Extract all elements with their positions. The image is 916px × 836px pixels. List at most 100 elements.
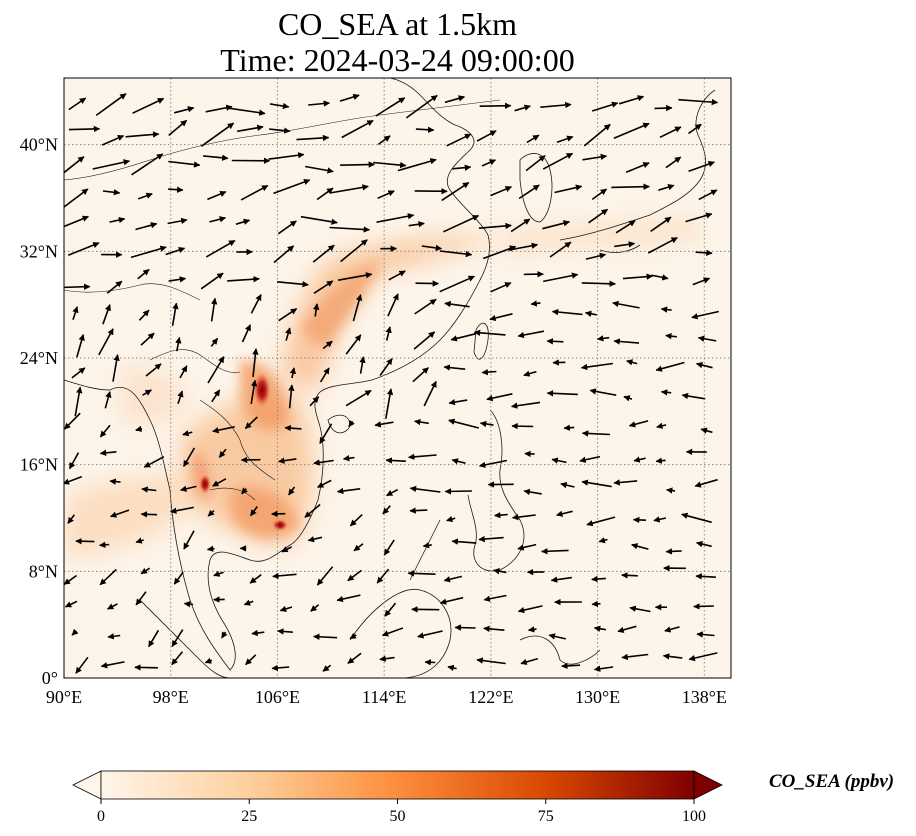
wind-arrow (618, 95, 645, 105)
wind-arrow (693, 603, 714, 610)
wind-arrow (596, 335, 610, 342)
colorbar: 0 25 50 75 100 CO_SEA (ppbv) (72, 770, 894, 825)
map-title-variable: CO_SEA at 1.5km (277, 6, 518, 42)
wind-arrow (109, 509, 130, 518)
wind-arrow (508, 242, 539, 251)
colorbar-tick-label: 75 (538, 808, 554, 825)
wind-arrow (312, 244, 335, 263)
wind-arrow (546, 338, 564, 345)
wind-arrow (281, 546, 292, 553)
wind-arrow (68, 125, 101, 133)
wind-arrow (479, 420, 494, 428)
wind-arrow (336, 594, 361, 603)
wind-arrow (483, 625, 505, 633)
wind-arrow (444, 95, 466, 104)
lat-tick-label: 32°N (20, 241, 58, 261)
wind-arrow (109, 478, 121, 485)
wind-arrow (376, 568, 390, 584)
wind-arrow (204, 657, 213, 664)
wind-arrow (244, 416, 258, 430)
wind-arrow (414, 298, 437, 315)
wind-arrow (493, 568, 507, 575)
wind-arrow (623, 395, 633, 402)
wind-arrow (145, 363, 162, 377)
wind-arrow (349, 514, 363, 527)
lon-tick-label: 114°E (362, 687, 407, 707)
wind-arrow (654, 104, 673, 112)
wind-arrow (579, 455, 601, 463)
wind-arrow (621, 653, 649, 661)
lon-tick-label: 130°E (575, 687, 620, 707)
wind-arrow (206, 545, 215, 552)
wind-arrow (443, 214, 480, 233)
wind-arrow (695, 249, 713, 257)
wind-arrow (183, 447, 196, 467)
wind-arrow (212, 426, 235, 434)
wind-arrow (666, 487, 676, 494)
wind-arrow (67, 242, 100, 256)
wind-arrow (180, 485, 197, 492)
wind-arrow (412, 367, 429, 383)
wind-arrow (443, 364, 466, 371)
wind-arrow (179, 365, 188, 379)
longitude-axis: 90°E 98°E 106°E 114°E 122°E 130°E 138°E (46, 687, 727, 707)
wind-arrow (656, 422, 667, 429)
wind-arrow (655, 361, 685, 372)
wind-arrow (168, 160, 201, 168)
wind-arrow (377, 190, 395, 200)
wind-arrow (584, 310, 597, 317)
wind-arrow (629, 605, 651, 613)
wind-arrow (140, 332, 155, 346)
wind-arrow (439, 596, 464, 605)
wind-arrow (510, 401, 541, 409)
wind-arrow (278, 308, 298, 322)
wind-arrow (348, 419, 355, 428)
wind-arrow (560, 482, 575, 489)
wind-arrow (517, 605, 543, 614)
wind-arrow (444, 488, 472, 495)
wind-arrow (386, 488, 399, 497)
wind-arrow (140, 511, 158, 518)
wind-arrow (481, 368, 497, 376)
wind-arrow (251, 629, 265, 637)
wind-arrow (651, 274, 669, 281)
colorbar-tick-label: 0 (97, 808, 105, 825)
wind-arrow (414, 418, 429, 426)
wind-arrow (240, 184, 269, 201)
wind-arrow (511, 422, 534, 430)
wind-arrow (409, 507, 428, 514)
wind-arrow (130, 245, 167, 259)
wind-arrow (305, 165, 334, 174)
wind-arrow (227, 275, 260, 283)
wind-arrow (168, 276, 187, 283)
wind-arrow (518, 184, 540, 200)
wind-arrow (451, 538, 477, 545)
wind-arrow (473, 329, 506, 336)
wind-arrow (250, 379, 258, 405)
wind-arrow (106, 280, 123, 294)
lat-tick-label: 8°N (29, 561, 58, 581)
wind-arrow (554, 184, 583, 194)
wind-arrow (581, 479, 612, 488)
wind-arrow (613, 122, 650, 139)
wind-arrow (296, 134, 330, 142)
wind-arrow (300, 215, 338, 225)
wind-arrow (99, 449, 117, 457)
wind-arrow (685, 212, 713, 223)
wind-vectors (64, 93, 719, 674)
wind-arrow (384, 602, 397, 617)
wind-arrow (226, 107, 266, 116)
wind-arrow (76, 333, 85, 358)
wind-arrow (482, 245, 517, 260)
wind-arrow (439, 250, 473, 258)
wind-arrow (548, 633, 566, 640)
wind-arrow (345, 389, 372, 407)
wind-arrow (313, 280, 334, 294)
wind-arrow (633, 456, 646, 463)
wind-arrow (421, 244, 443, 252)
wind-arrow (289, 367, 297, 379)
map-frame (63, 77, 732, 679)
hotspot-myanmar-thailand (199, 474, 211, 494)
wind-arrow (250, 294, 262, 314)
